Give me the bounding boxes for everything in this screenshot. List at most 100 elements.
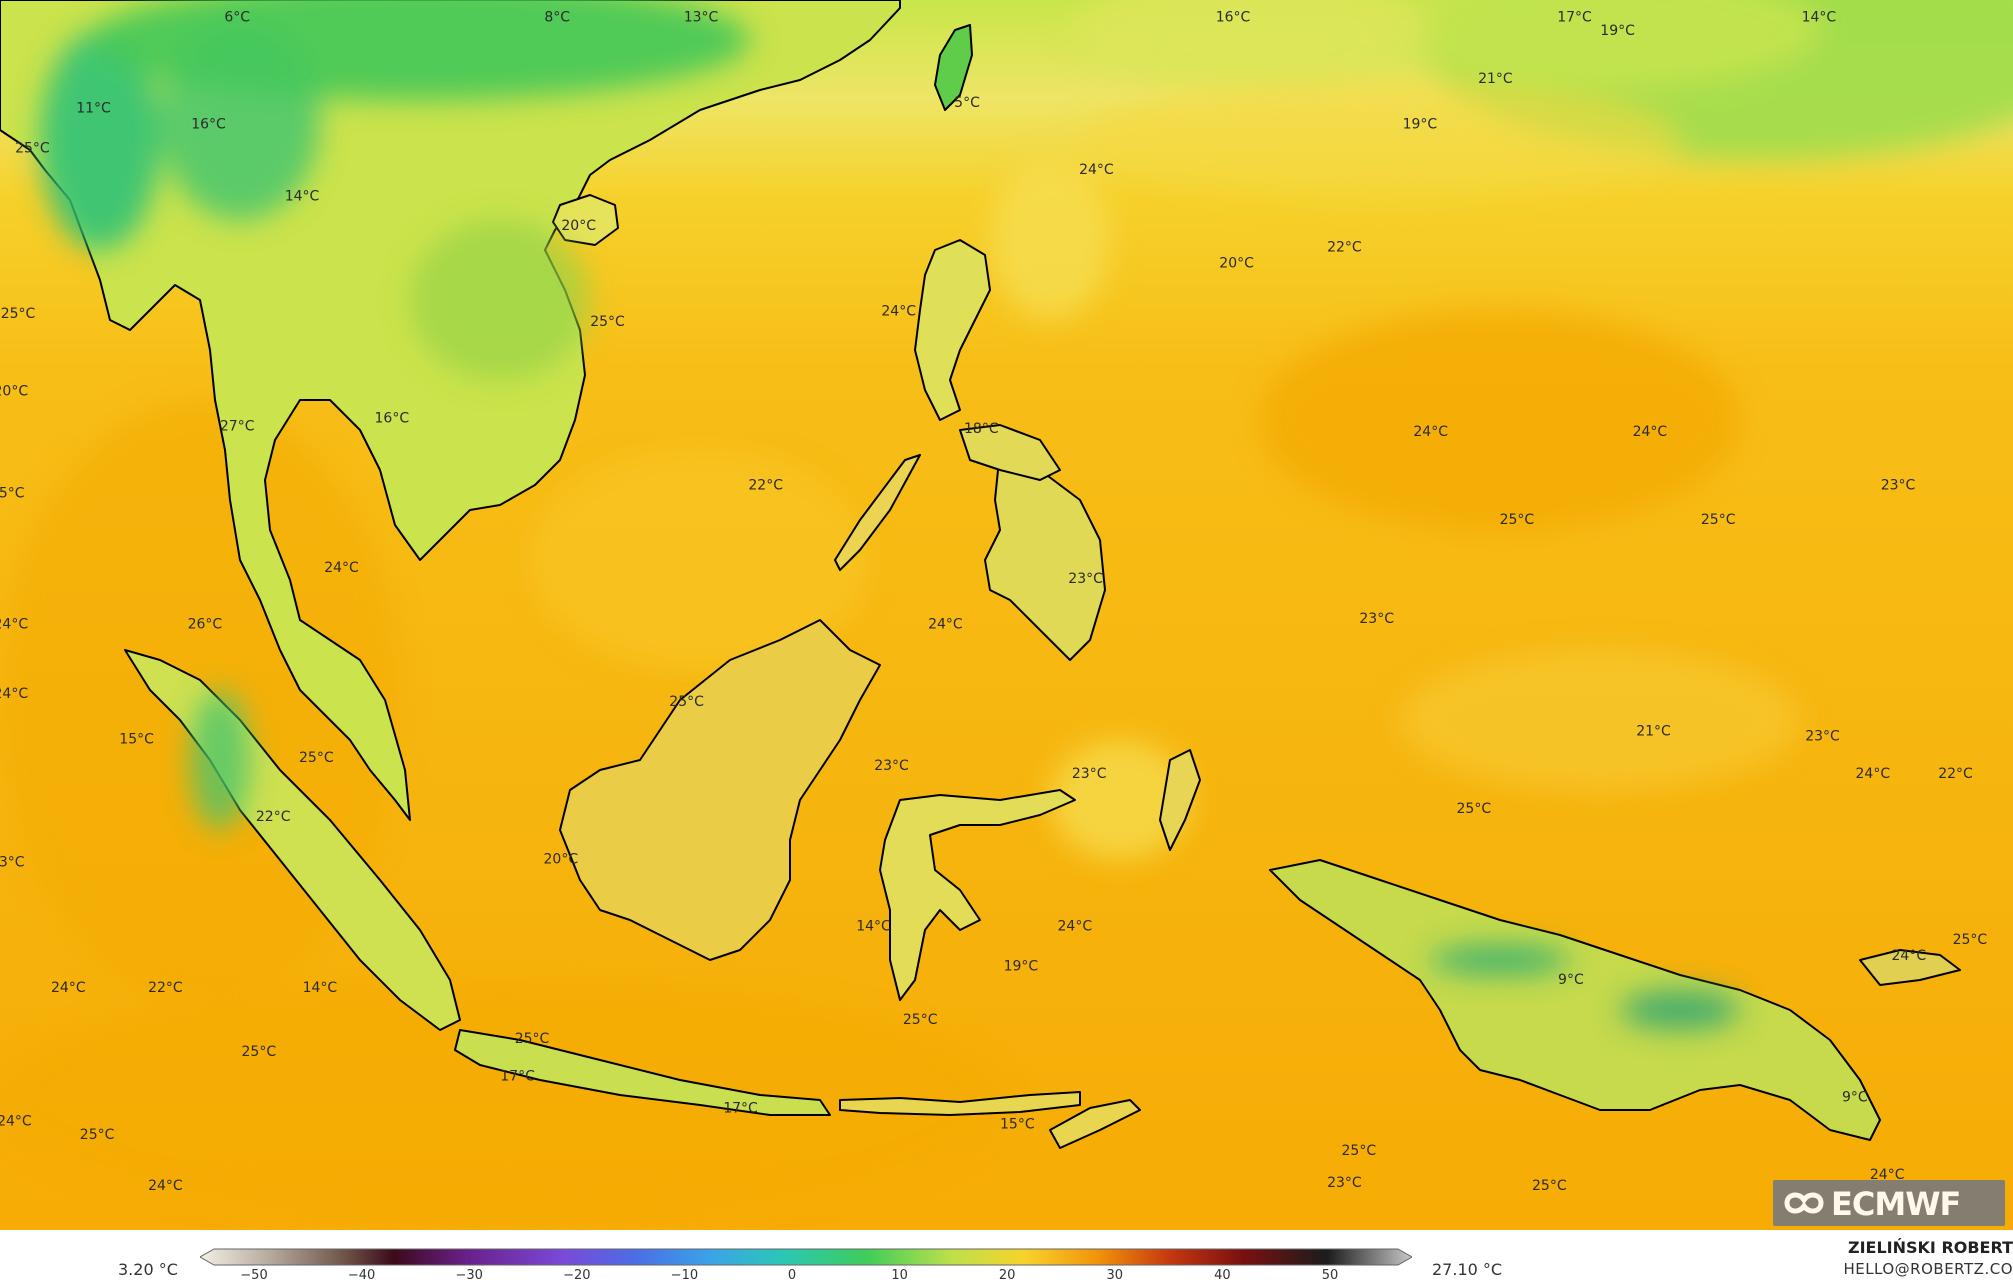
temperature-label: 24°C [1058,919,1093,935]
temperature-label: 22°C [748,477,783,493]
temperature-label: 25°C [0,485,25,501]
hainan-island [552,194,619,246]
temperature-label: 19°C [1403,116,1438,132]
temperature-label: 23°C [1072,766,1107,782]
colorbar-tick-label: 20 [998,1268,1016,1283]
temperature-label: 25°C [1,306,36,322]
temperature-label: 11°C [76,100,111,116]
temperature-label: 24°C [1413,424,1448,440]
temperature-label: 25°C [80,1127,115,1143]
temperature-label: 22°C [1327,239,1362,255]
temperature-label: 25°C [1342,1143,1377,1159]
palawan-island [834,454,921,571]
temperature-map: 6°C 8°C 13°C 5°C 16°C 17°C 19°C 14°C 11°C 16°C 21°… [0,0,2013,1230]
luzon-island [914,239,991,421]
ecmwf-logo-text: ECMWF [1831,1185,1961,1223]
temperature-label: 24°C [1633,424,1668,440]
temperature-label: 21°C [1636,723,1671,739]
colorbar-tick-label: −20 [563,1268,591,1283]
temperature-label: 23°C [1068,571,1103,587]
colorbar-tick-label: 40 [1214,1268,1231,1283]
colorbar-tick-label: 10 [891,1268,908,1283]
credit-email: HELLO@ROBERTZ.CO [1843,1260,2013,1278]
temperature-label: 25°C [669,694,704,710]
ecmwf-mark-icon [1784,1192,1824,1214]
java-island [454,1029,831,1116]
new-guinea-island [1269,859,1881,1141]
colorbar-tick-label: −30 [455,1268,483,1283]
temperature-label: 25°C [1500,512,1535,528]
temperature-label: 24°C [1856,766,1891,782]
temperature-label: 16°C [1216,9,1251,25]
visayas-islands [959,424,1061,481]
temperature-label: 24°C [324,560,359,576]
colorbar-tick-label: −50 [240,1268,268,1283]
temperature-label: 25°C [590,314,625,330]
colorbar-tick-label: −10 [670,1268,699,1283]
temperature-label: 23°C [874,758,909,774]
temperature-label: 20°C [544,852,579,868]
temperature-label: 24°C [51,980,86,996]
halmahera-island [1159,749,1201,851]
temperature-label: 15°C [119,731,154,747]
new-britain-island [1859,949,1961,986]
temperature-label: 23°C [0,854,25,870]
temperature-label: 19°C [1004,959,1039,975]
temperature-label: 9°C [1842,1090,1868,1106]
temperature-label: 15°C [1000,1116,1035,1132]
temperature-label: 16°C [191,116,226,132]
temperature-label: 22°C [148,980,183,996]
colorbar [200,1248,1412,1266]
temperature-label: 27°C [220,419,255,435]
temperature-label: 24°C [0,616,28,632]
temperature-label: 8°C [544,9,570,25]
temperature-label: 19°C [1600,23,1635,39]
ecmwf-logo: ECMWF [1773,1180,2005,1226]
colorbar-tick-label: −40 [347,1268,376,1283]
temperature-label: 14°C [1802,9,1837,25]
temperature-label: 25°C [242,1044,277,1060]
legend-max-value: 27.10 °C [1432,1260,1503,1279]
legend-min-value: 3.20 °C [118,1260,178,1279]
credit-author: ZIELIŃSKI ROBERT [1847,1238,2013,1257]
temperature-label: 23°C [1359,611,1394,627]
temperature-label: 22°C [256,809,291,825]
sulawesi-island [879,789,1076,1001]
temperature-labels: 6°C 8°C 13°C 5°C 16°C 17°C 19°C 14°C 11°C 16°C 21°… [0,9,1987,1194]
temperature-label: 23°C [1881,477,1916,493]
temperature-label: 25°C [299,750,334,766]
temperature-label: 24°C [1892,948,1927,964]
temperature-label: 13°C [684,9,719,25]
temperature-label: 24°C [881,304,916,320]
colorbar-tick-label: 30 [1106,1268,1124,1283]
temperature-label: 9°C [1558,972,1584,988]
temperature-label: 22°C [1938,766,1973,782]
temperature-label: 25°C [1457,801,1492,817]
taiwan-island [934,24,973,111]
temperature-label: 25°C [903,1012,938,1028]
temperature-label: 20°C [1219,255,1254,271]
mindanao-island [984,449,1106,661]
temperature-label: 26°C [188,616,223,632]
temperature-label: 18°C [964,421,999,437]
temperature-label: 17°C [500,1068,535,1084]
temperature-label: 25°C [1953,932,1988,948]
temperature-label: 21°C [1478,71,1513,87]
temperature-label: 24°C [0,1114,32,1130]
temperature-label: 20°C [0,384,28,400]
temperature-label: 23°C [1805,729,1840,745]
temperature-label: 25°C [515,1031,550,1047]
temperature-label: 6°C [224,9,250,25]
temperature-label: 14°C [285,189,320,205]
temperature-label: 24°C [0,686,28,702]
temperature-label: 5°C [954,95,980,111]
borneo-island [559,619,881,961]
temperature-label: 24°C [1079,162,1114,178]
temperature-label: 25°C [1701,512,1736,528]
colorbar-tick-label: 50 [1321,1268,1339,1283]
colorbar-tick-label: 0 [787,1268,797,1283]
temperature-label: 24°C [148,1178,183,1194]
temperature-label: 17°C [723,1100,758,1116]
temperature-label: 14°C [303,980,338,996]
